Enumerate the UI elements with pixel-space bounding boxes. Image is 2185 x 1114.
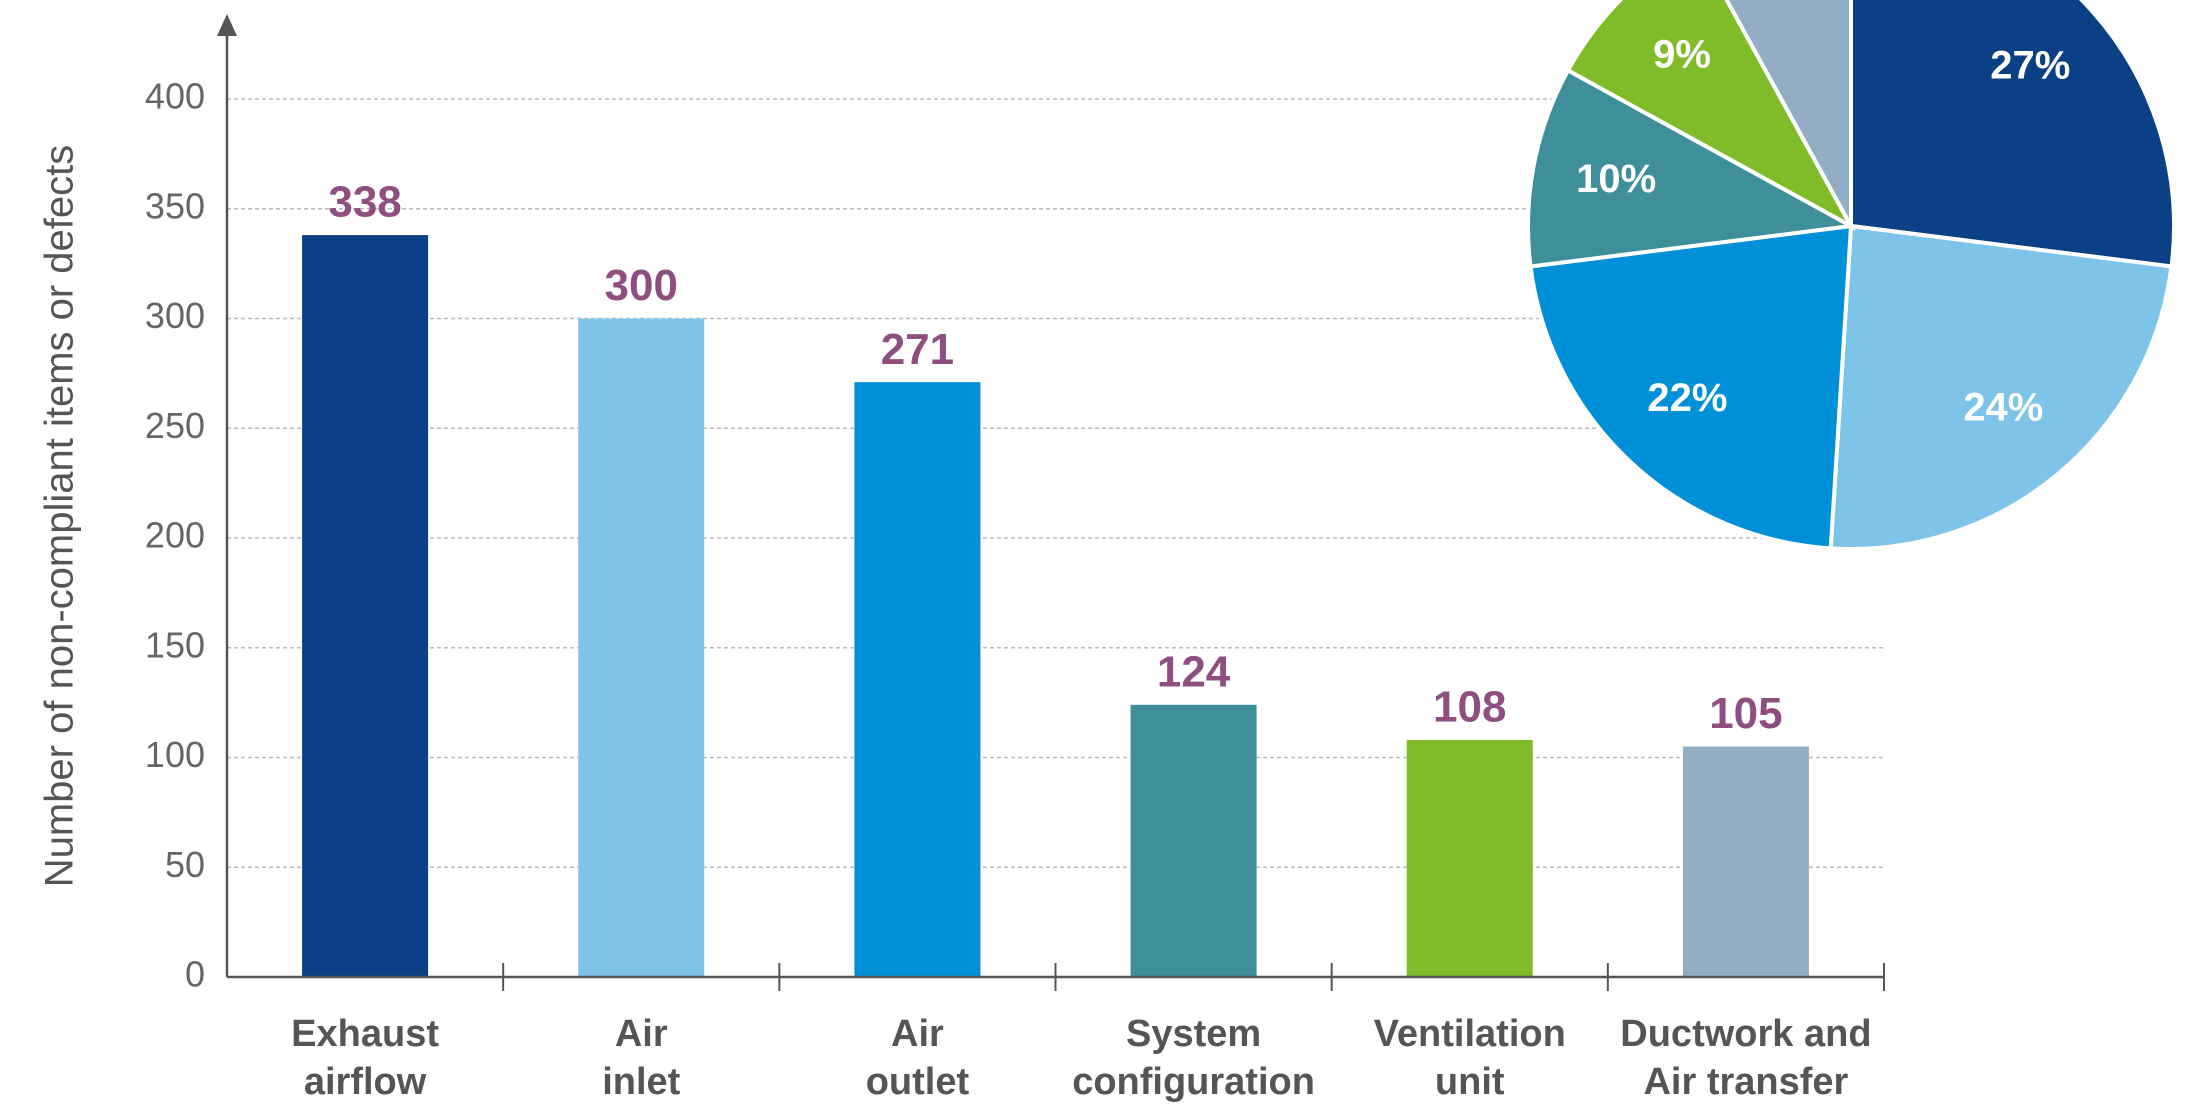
bar xyxy=(578,318,705,977)
bar xyxy=(1406,739,1533,977)
x-tick-label: Ventilation unit xyxy=(1373,1013,1566,1103)
pie-label: 22% xyxy=(1647,376,1727,420)
y-axis-title: Number of non-compliant items or defects xyxy=(38,145,82,888)
value-label: 105 xyxy=(1709,689,1782,738)
value-label: 300 xyxy=(605,261,678,310)
y-axis-arrow xyxy=(217,14,237,36)
pie-slice xyxy=(1849,0,2176,269)
pie-label: 10% xyxy=(1576,157,1656,201)
value-label: 108 xyxy=(1433,683,1506,732)
x-tick-label: System configuration xyxy=(1072,1013,1315,1103)
pie-label: 24% xyxy=(1963,386,2043,430)
y-tick-label: 200 xyxy=(145,515,205,556)
value-label: 338 xyxy=(328,178,401,227)
x-tick-label: Air outlet xyxy=(865,1013,970,1103)
value-label: 124 xyxy=(1157,647,1231,696)
pie-slice xyxy=(1526,67,1858,269)
y-tick-label: 350 xyxy=(145,185,205,226)
pie-slice xyxy=(1828,223,2174,551)
y-tick-label: 250 xyxy=(145,405,205,446)
bar xyxy=(854,382,981,977)
x-tick-label: Exhaust airflow xyxy=(291,1013,439,1103)
value-label: 271 xyxy=(881,325,954,374)
bar xyxy=(302,235,429,978)
y-tick-label: 400 xyxy=(145,76,205,117)
y-tick-label: 300 xyxy=(145,295,205,336)
y-tick-label: 100 xyxy=(145,734,205,775)
pie-label: 9% xyxy=(1653,33,1711,77)
pie-slice xyxy=(1724,0,1853,227)
y-tick-label: 150 xyxy=(145,624,205,665)
x-tick-label: Ductwork and Air transfer xyxy=(1620,1013,1872,1103)
pie-slice xyxy=(1528,223,1854,551)
bar xyxy=(1682,746,1809,977)
pie-slice xyxy=(1565,0,1857,232)
x-tick-label: Air inlet xyxy=(602,1013,681,1103)
pie-label: 27% xyxy=(1990,43,2070,87)
bar xyxy=(1130,704,1257,977)
y-tick-label: 50 xyxy=(165,844,205,885)
y-tick-label: 0 xyxy=(185,954,205,995)
